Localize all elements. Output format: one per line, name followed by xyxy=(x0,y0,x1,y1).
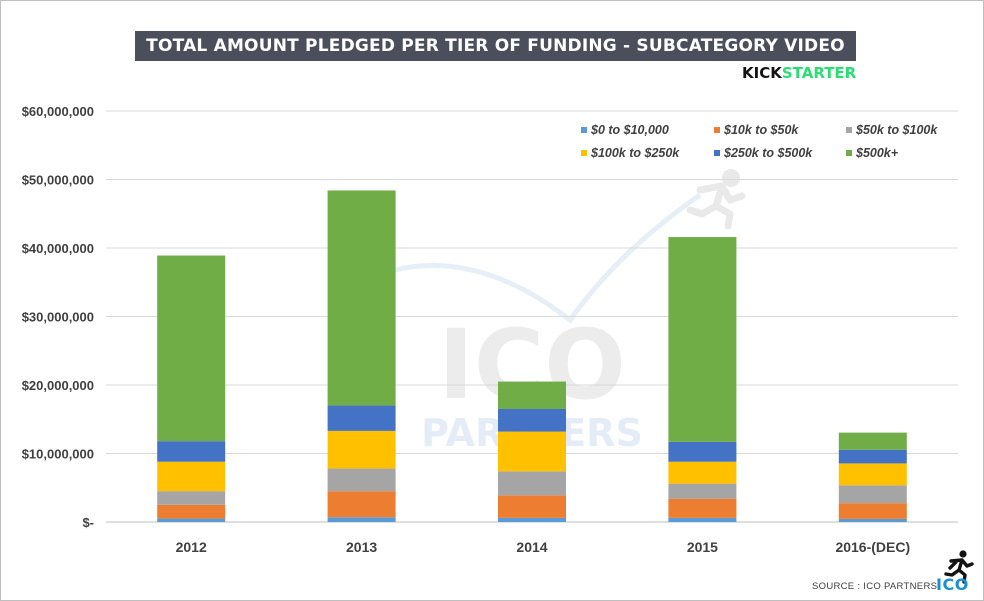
x-tick-label: 2012 xyxy=(176,539,207,555)
legend-swatch xyxy=(581,150,587,156)
bar-segment xyxy=(668,461,737,484)
watermark-runner-head xyxy=(722,169,740,187)
bar-segment xyxy=(498,471,566,496)
bar-segment xyxy=(668,517,737,522)
bar-segment xyxy=(498,431,566,472)
y-tick-label: $20,000,000 xyxy=(22,378,94,393)
legend-label: $0 to $10,000 xyxy=(590,123,669,137)
legend-swatch xyxy=(714,150,720,156)
x-tick-label: 2014 xyxy=(516,539,547,555)
bar-segment xyxy=(838,463,907,486)
watermark-runner-icon xyxy=(686,182,746,230)
bar-segment xyxy=(157,518,226,522)
bars xyxy=(157,190,907,522)
legend-swatch xyxy=(714,127,720,133)
bar-segment xyxy=(498,381,566,409)
bar-segment xyxy=(838,449,907,464)
legend-swatch xyxy=(846,150,852,156)
x-axis-ticks: 2012 2013 2014 2015 2016-(DEC) xyxy=(176,539,911,555)
bar-segment xyxy=(327,190,396,406)
bar-segment xyxy=(838,485,907,504)
bar-segment xyxy=(157,255,226,442)
bar-segment xyxy=(327,491,396,518)
bar-segment xyxy=(498,517,566,522)
y-axis-ticks: $- $10,000,000 $20,000,000 $30,000,000 $40,0… xyxy=(22,104,94,530)
bar-segment xyxy=(157,504,226,519)
bar-segment xyxy=(838,518,907,522)
y-tick-label: $- xyxy=(82,515,94,530)
legend-label: $10k to $50k xyxy=(723,123,799,137)
bar-segment xyxy=(498,495,566,518)
brand-logo-part2: STARTER xyxy=(781,64,857,82)
bar-segment xyxy=(327,430,396,469)
legend-label: $250k to $500k xyxy=(723,146,813,160)
legend-swatch xyxy=(846,127,852,133)
y-tick-label: $30,000,000 xyxy=(22,310,94,325)
bar-segment xyxy=(327,517,396,522)
running-man-icon xyxy=(944,550,974,584)
legend-label: $100k to $250k xyxy=(590,146,680,160)
legend: $0 to $10,000 $10k to $50k $50k to $100k $1… xyxy=(581,123,938,160)
bar-segment xyxy=(838,503,907,519)
y-tick-label: $10,000,000 xyxy=(22,447,94,462)
bar-segment xyxy=(327,405,396,431)
bar-segment xyxy=(157,441,226,462)
legend-label: $500k+ xyxy=(855,146,899,160)
legend-swatch xyxy=(581,127,587,133)
bar-segment xyxy=(327,468,396,492)
bar-segment xyxy=(668,498,737,518)
x-tick-label: 2015 xyxy=(687,539,718,555)
bar-segment xyxy=(838,432,907,450)
y-tick-label: $60,000,000 xyxy=(22,104,94,119)
kickstarter-logo: KICKSTARTER xyxy=(742,64,856,82)
bar-segment xyxy=(668,237,737,442)
bar-segment xyxy=(157,491,226,505)
y-tick-label: $40,000,000 xyxy=(22,241,94,256)
bar-segment xyxy=(668,483,737,499)
x-tick-label: 2016-(DEC) xyxy=(835,539,910,555)
bar-segment xyxy=(157,461,226,492)
source-note: SOURCE : ICO PARTNERS xyxy=(812,581,938,592)
ico-logo-text: ICO xyxy=(936,575,969,594)
bar-segment xyxy=(668,441,737,462)
y-tick-label: $50,000,000 xyxy=(22,173,94,188)
watermark-check-mark xyxy=(394,192,702,324)
legend-label: $50k to $100k xyxy=(855,123,938,137)
bar-segment xyxy=(498,408,566,432)
x-tick-label: 2013 xyxy=(346,539,377,555)
brand-logo-part1: KICK xyxy=(742,64,782,82)
chart-title: TOTAL AMOUNT PLEDGED PER TIER OF FUNDING… xyxy=(135,31,856,86)
